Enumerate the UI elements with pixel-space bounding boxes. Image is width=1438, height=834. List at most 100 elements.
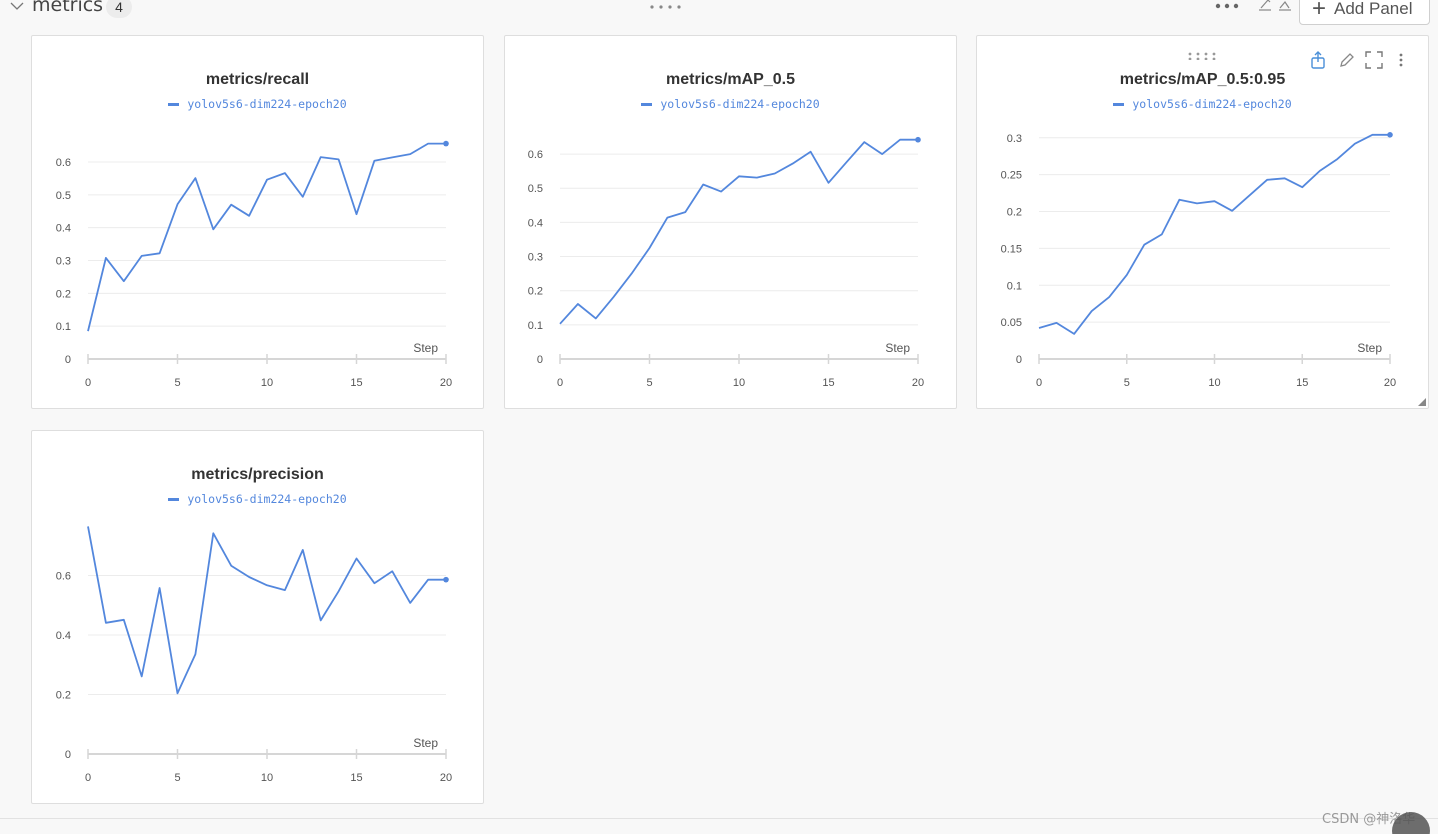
x-tick-label: 0 [1036, 377, 1042, 389]
fullscreen-icon[interactable] [1364, 50, 1384, 70]
x-tick-label: 15 [1296, 377, 1308, 389]
legend-label: yolov5s6-dim224-epoch20 [187, 97, 347, 111]
y-tick-label: 0 [65, 354, 71, 366]
chart-title: metrics/precision [191, 466, 324, 483]
line-chart[interactable]: 0 0.05 0.1 0.15 0.2 0.25 0.3 0 5 10 15 20 Step [977, 36, 1430, 410]
pencil-icon[interactable] [1337, 50, 1357, 70]
x-tick-label: 10 [1208, 377, 1220, 389]
x-axis-label: Step [1357, 341, 1382, 355]
sort-icon[interactable] [1277, 0, 1293, 14]
y-tick-label: 0.5 [56, 190, 71, 202]
x-tick-label: 5 [646, 377, 652, 389]
y-tick-label: 0.3 [56, 255, 71, 267]
x-axis-label: Step [413, 736, 438, 750]
panel-count-badge: 4 [106, 0, 132, 18]
chart-legend: yolov5s6-dim224-epoch20 [505, 97, 956, 111]
x-tick-label: 0 [85, 772, 91, 784]
legend-swatch [168, 498, 180, 501]
y-tick-label: 0.05 [1001, 317, 1022, 329]
y-tick-label: 0.5 [528, 183, 543, 195]
x-tick-label: 10 [261, 377, 273, 389]
bottom-divider [0, 818, 1438, 819]
add-panel-button[interactable]: + Add Panel [1299, 0, 1430, 25]
more-vertical-icon[interactable] [1394, 50, 1408, 70]
y-tick-label: 0 [1016, 354, 1022, 366]
y-tick-label: 0.2 [56, 690, 71, 702]
x-tick-label: 0 [557, 377, 563, 389]
y-tick-label: 0.2 [1007, 207, 1022, 219]
more-horizontal-icon[interactable] [1214, 2, 1240, 10]
y-tick-label: 0.2 [528, 286, 543, 298]
series-line[interactable] [1038, 133, 1390, 335]
y-tick-label: 0.6 [56, 571, 71, 583]
chart-panel-map-05-095[interactable]: metrics/mAP_0.5:0.95 yolov5s6-dim224-epo… [976, 35, 1429, 409]
sort-icon[interactable] [1257, 0, 1273, 14]
series-line[interactable] [559, 138, 918, 325]
chart-title: metrics/recall [205, 71, 310, 88]
y-tick-label: 0.3 [1007, 133, 1022, 145]
y-tick-label: 0.2 [56, 288, 71, 300]
chart-panel-recall[interactable]: metrics/recall yolov5s6-dim224-epoch20 0… [31, 35, 484, 409]
share-icon[interactable] [1308, 50, 1328, 70]
y-tick-label: 0.25 [1001, 170, 1022, 182]
last-point-marker [443, 140, 449, 147]
y-tick-label: 0 [65, 749, 71, 761]
legend-swatch [168, 103, 180, 106]
y-tick-label: 0 [537, 354, 543, 366]
y-tick-label: 0.1 [1007, 280, 1022, 292]
y-tick-label: 0.6 [528, 149, 543, 161]
last-point-marker [1387, 132, 1393, 138]
add-panel-label: Add Panel [1334, 0, 1413, 18]
section-header: metrics 4 + Add Panel [0, 0, 1438, 25]
legend-label: yolov5s6-dim224-epoch20 [187, 492, 347, 506]
line-chart[interactable]: 0 0.1 0.2 0.3 0.4 0.5 0.6 0 5 10 15 20 Step [505, 36, 958, 410]
chart-title: metrics/mAP_0.5:0.95 [1119, 71, 1286, 88]
legend-label: yolov5s6-dim224-epoch20 [660, 97, 820, 111]
series-line[interactable] [87, 142, 446, 332]
x-tick-label: 5 [174, 772, 180, 784]
x-tick-label: 15 [822, 377, 834, 389]
drag-handle-icon[interactable] [1187, 52, 1217, 60]
legend-swatch [641, 103, 653, 106]
chevron-down-icon[interactable] [8, 0, 26, 16]
x-tick-label: 5 [174, 377, 180, 389]
x-tick-label: 20 [1384, 377, 1396, 389]
plus-icon: + [1312, 0, 1327, 22]
last-point-marker [915, 136, 921, 143]
legend-label: yolov5s6-dim224-epoch20 [1132, 97, 1292, 111]
y-tick-label: 0.1 [528, 320, 543, 332]
x-tick-label: 20 [440, 377, 452, 389]
line-chart[interactable]: 0 0.2 0.4 0.6 0 5 10 15 20 Step [32, 431, 485, 805]
y-tick-label: 0.4 [56, 630, 71, 642]
series-line[interactable] [87, 526, 446, 695]
resize-handle-icon[interactable] [1418, 398, 1426, 406]
x-tick-label: 10 [261, 772, 273, 784]
y-tick-label: 0.4 [56, 223, 71, 235]
chart-title: metrics/mAP_0.5 [666, 71, 795, 88]
chart-panel-precision[interactable]: metrics/precision yolov5s6-dim224-epoch2… [31, 430, 484, 804]
x-tick-label: 20 [912, 377, 924, 389]
chart-panel-map-05[interactable]: metrics/mAP_0.5 yolov5s6-dim224-epoch20 … [504, 35, 957, 409]
x-tick-label: 10 [733, 377, 745, 389]
x-tick-label: 5 [1124, 377, 1130, 389]
panel-toolbar [1308, 50, 1418, 72]
section-title: metrics [32, 0, 104, 16]
avatar[interactable] [1392, 812, 1430, 834]
x-axis-label: Step [885, 341, 910, 355]
x-tick-label: 20 [440, 772, 452, 784]
legend-swatch [1113, 103, 1125, 106]
chart-legend: yolov5s6-dim224-epoch20 [32, 97, 483, 111]
watermark: CSDN @神洛华 [1322, 812, 1416, 827]
x-tick-label: 15 [350, 377, 362, 389]
y-tick-label: 0.3 [528, 252, 543, 264]
chart-legend: yolov5s6-dim224-epoch20 [977, 97, 1428, 111]
line-chart[interactable]: 0 0.1 0.2 0.3 0.4 0.5 0.6 0 5 10 15 20 Step [32, 36, 485, 410]
x-tick-label: 15 [350, 772, 362, 784]
drag-handle-icon[interactable] [649, 3, 683, 11]
y-tick-label: 0.15 [1001, 243, 1022, 255]
y-tick-label: 0.1 [56, 321, 71, 333]
x-axis-label: Step [413, 341, 438, 355]
last-point-marker [443, 576, 449, 583]
x-tick-label: 0 [85, 377, 91, 389]
chart-legend: yolov5s6-dim224-epoch20 [32, 492, 483, 506]
